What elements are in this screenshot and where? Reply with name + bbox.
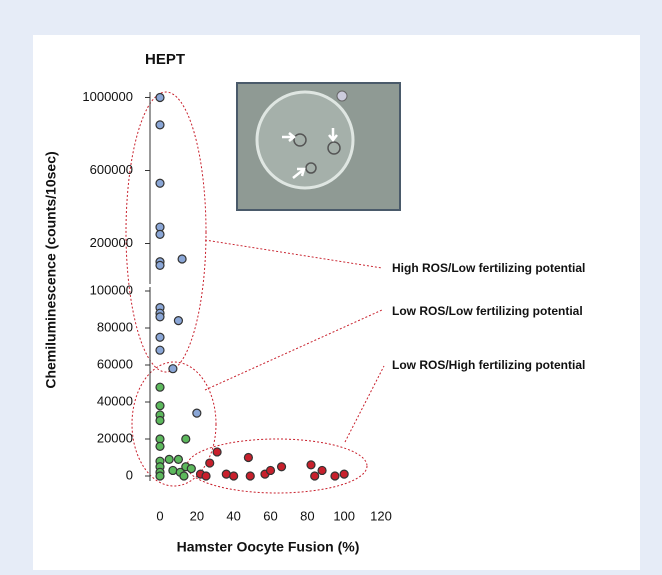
data-point [156, 230, 164, 238]
y-tick-label: 60000 [97, 356, 133, 371]
y-tick-label: 100000 [90, 282, 133, 297]
data-point [156, 261, 164, 269]
data-point [156, 346, 164, 354]
x-tick-label: 20 [190, 508, 204, 523]
data-point [244, 454, 252, 462]
data-point [267, 466, 275, 474]
x-tick-label: 40 [226, 508, 240, 523]
data-point [169, 466, 177, 474]
data-point [156, 402, 164, 410]
data-point [156, 93, 164, 101]
data-point [156, 472, 164, 480]
data-point [169, 365, 177, 373]
x-tick-label: 0 [156, 508, 163, 523]
chart-title: HEPT [145, 51, 185, 68]
x-tick-label: 80 [300, 508, 314, 523]
y-tick-label: 40000 [97, 393, 133, 408]
data-point [307, 461, 315, 469]
data-point [165, 455, 173, 463]
data-point [340, 470, 348, 478]
y-tick-label: 80000 [97, 319, 133, 334]
x-axis-label: Hamster Oocyte Fusion (%) [177, 539, 360, 555]
y-axis-label: Chemiluminescence (counts/10sec) [43, 151, 59, 388]
data-point [174, 317, 182, 325]
data-point [156, 435, 164, 443]
y-tick-label: 1000000 [82, 89, 133, 104]
x-tick-label: 60 [263, 508, 277, 523]
y-tick-label: 0 [126, 467, 133, 482]
data-point [311, 472, 319, 480]
data-point [278, 463, 286, 471]
y-tick-label: 200000 [90, 235, 133, 250]
data-point [174, 455, 182, 463]
data-point [318, 466, 326, 474]
data-point [222, 470, 230, 478]
data-point [156, 442, 164, 450]
data-point [187, 465, 195, 473]
data-point [156, 121, 164, 129]
data-point [180, 472, 188, 480]
chart: HEPT Chemiluminescence (counts/10sec) Ha… [0, 0, 662, 570]
y-tick-label: 20000 [97, 430, 133, 445]
annotation: High ROS/Low fertilizing potential [392, 261, 585, 275]
data-point [230, 472, 238, 480]
data-point [156, 417, 164, 425]
micrograph [237, 83, 400, 210]
data-point [193, 409, 201, 417]
data-point [206, 459, 214, 467]
data-point [156, 313, 164, 321]
data-point [156, 179, 164, 187]
data-point [246, 472, 254, 480]
data-point [178, 255, 186, 263]
annotation: Low ROS/High fertilizing potential [392, 358, 585, 372]
data-point [156, 333, 164, 341]
data-point [202, 472, 210, 480]
data-point [213, 448, 221, 456]
annotation: Low ROS/Low fertilizing potential [392, 304, 583, 318]
data-point [156, 383, 164, 391]
y-tick-label: 600000 [90, 162, 133, 177]
x-tick-label: 100 [333, 508, 355, 523]
data-point [331, 472, 339, 480]
data-point [182, 435, 190, 443]
x-tick-label: 120 [370, 508, 392, 523]
